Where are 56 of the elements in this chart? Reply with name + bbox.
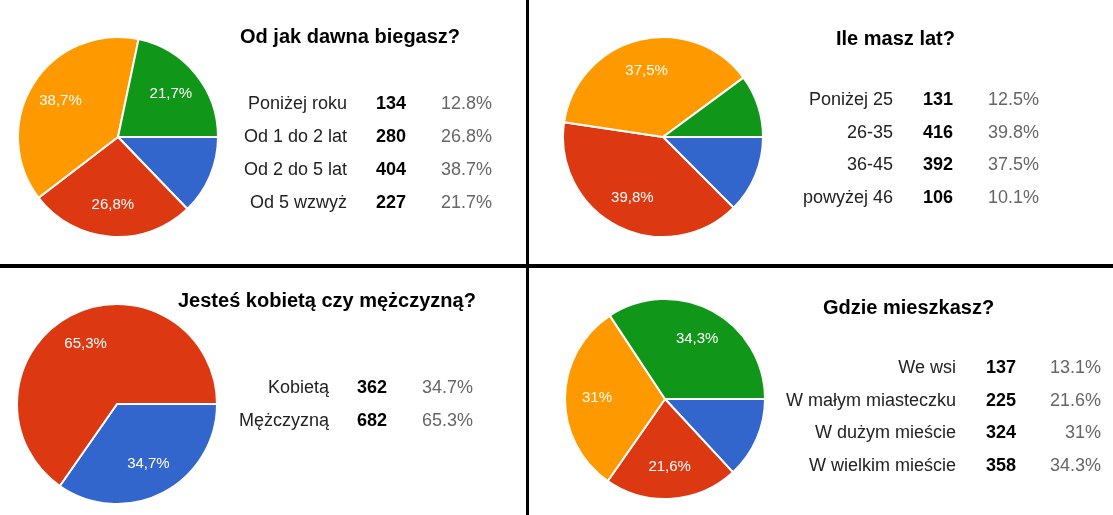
text: 26.8%: [440, 125, 492, 147]
category-label: Mężczyzną: [238, 409, 329, 431]
category-label: W wielkim mieście: [808, 454, 956, 476]
data-label: 65,3%: [64, 333, 107, 351]
data-label: 358: [986, 454, 1017, 476]
data-label: 392: [923, 153, 954, 175]
data-label: 34,7%: [127, 454, 170, 472]
category-label: We wsi: [898, 356, 956, 378]
data-label: 131: [923, 88, 954, 110]
text: Gdzie mieszkasz?: [823, 295, 995, 319]
data-label: 134: [376, 92, 407, 114]
text: 38.7%: [440, 158, 492, 180]
text: 65.3%: [421, 409, 473, 431]
text: 34.7%: [421, 376, 473, 398]
data-label: 34,3%: [675, 329, 719, 347]
text: 31%: [1064, 421, 1101, 443]
data-label: 227: [376, 191, 407, 213]
text: 12.8%: [440, 92, 492, 114]
category-label: W dużym mieście: [814, 421, 956, 443]
category-label: Poniżej 25: [808, 88, 893, 110]
category-label: Od 1 do 2 lat: [243, 125, 347, 147]
category-label: W małym miasteczku: [785, 389, 956, 411]
data-label: 416: [923, 121, 954, 143]
category-label: Od 2 do 5 lat: [243, 158, 347, 180]
text: Jesteś kobietą czy mężczyzną?: [178, 288, 476, 312]
data-label: 106: [923, 186, 954, 208]
text: 12.5%: [987, 88, 1039, 110]
text: Ile masz lat?: [836, 26, 955, 50]
text: 21.7%: [440, 191, 492, 213]
data-label: 225: [986, 389, 1017, 411]
data-label: 26,8%: [91, 194, 135, 212]
data-label: 21,6%: [648, 456, 691, 474]
category-label: 26-35: [846, 121, 893, 143]
data-label: 31%: [581, 388, 613, 406]
data-label: 324: [986, 421, 1017, 443]
data-label: 682: [357, 409, 388, 431]
text: 37.5%: [987, 153, 1039, 175]
data-label: 404: [376, 158, 407, 180]
category-label: 36-45: [846, 153, 893, 175]
data-label: 38,7%: [39, 90, 82, 108]
category-label: powyżej 46: [802, 186, 893, 208]
text: 13.1%: [1049, 356, 1101, 378]
text: 10.1%: [987, 186, 1039, 208]
text: Od jak dawna biegasz?: [240, 24, 461, 48]
data-label: 280: [376, 125, 407, 147]
text: 39.8%: [987, 121, 1039, 143]
category-label: Kobietą: [267, 376, 329, 398]
category-label: Od 5 wzwyż: [249, 191, 347, 213]
category-label: Poniżej roku: [247, 92, 347, 114]
data-label: 39,8%: [611, 187, 654, 205]
data-label: 362: [357, 376, 388, 398]
data-label: 21,7%: [149, 84, 193, 102]
data-label: 137: [986, 356, 1017, 378]
data-label: 37,5%: [625, 61, 668, 79]
text: 34.3%: [1049, 454, 1101, 476]
text: 21.6%: [1049, 389, 1101, 411]
